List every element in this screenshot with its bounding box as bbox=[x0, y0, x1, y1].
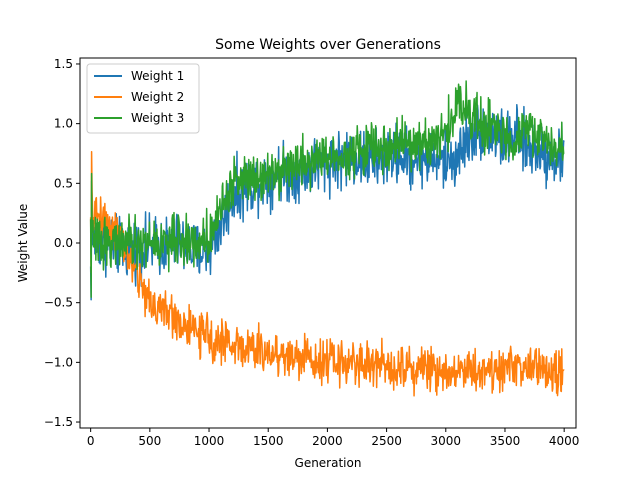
y-tick-label: 1.5 bbox=[54, 57, 73, 71]
x-tick-label: 3000 bbox=[431, 434, 462, 448]
series-line-weight-1 bbox=[89, 103, 565, 301]
chart-title: Some Weights over Generations bbox=[215, 37, 441, 53]
x-tick-label: 2000 bbox=[312, 434, 343, 448]
y-tick-label: 1.0 bbox=[54, 117, 73, 131]
series-line-weight-2 bbox=[89, 150, 565, 397]
y-axis-label: Weight Value bbox=[16, 204, 30, 283]
x-axis-label: Generation bbox=[295, 456, 362, 470]
x-tick-label: 500 bbox=[138, 434, 161, 448]
y-tick-label: −1.0 bbox=[44, 355, 73, 369]
x-axis: 0 500 1000 1500 2000 2500 3000 3500 4000 bbox=[87, 428, 580, 448]
legend-label-weight-2: Weight 2 bbox=[131, 90, 184, 104]
legend-label-weight-1: Weight 1 bbox=[131, 69, 184, 83]
y-tick-label: −1.5 bbox=[44, 415, 73, 429]
legend: Weight 1 Weight 2 Weight 3 bbox=[86, 63, 200, 134]
x-tick-label: 4000 bbox=[549, 434, 580, 448]
y-tick-label: 0.5 bbox=[54, 176, 73, 190]
y-tick-label: −0.5 bbox=[44, 296, 73, 310]
x-tick-label: 1500 bbox=[253, 434, 284, 448]
x-tick-label: 0 bbox=[87, 434, 95, 448]
y-tick-label: 0.0 bbox=[54, 236, 73, 250]
x-tick-label: 1000 bbox=[194, 434, 225, 448]
x-tick-label: 3500 bbox=[490, 434, 521, 448]
legend-box bbox=[86, 63, 200, 134]
legend-label-weight-3: Weight 3 bbox=[131, 111, 184, 125]
series-line-weight-3 bbox=[89, 80, 565, 298]
y-axis: −1.5 −1.0 −0.5 0.0 0.5 1.0 1.5 bbox=[44, 57, 80, 429]
x-tick-label: 2500 bbox=[371, 434, 402, 448]
